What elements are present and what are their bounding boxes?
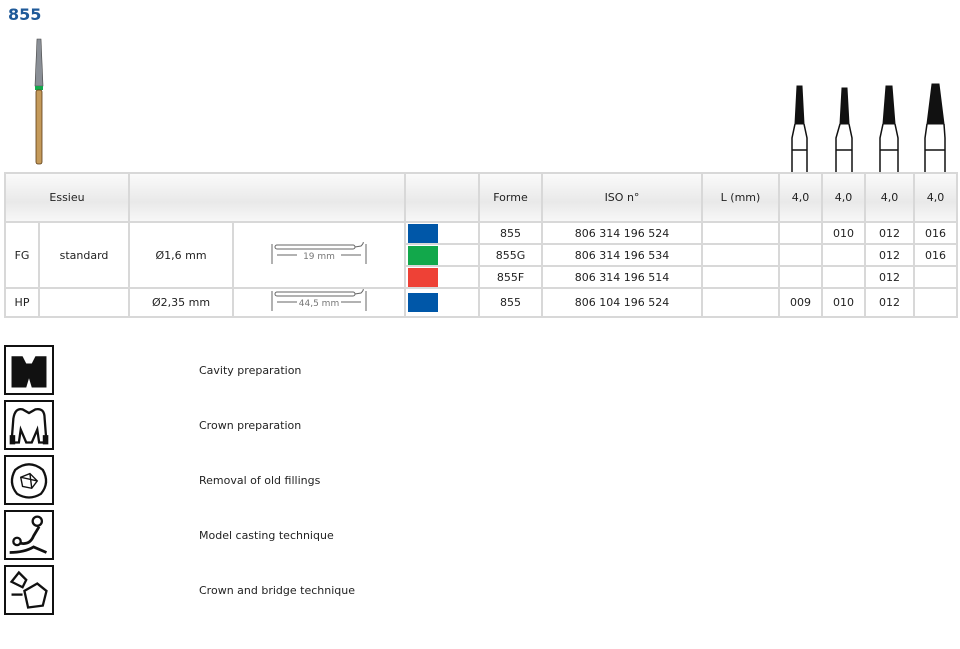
crown-bridge-icon — [4, 565, 54, 615]
shank-length-icon: 19 mm — [271, 241, 367, 264]
iso-cell: 806 104 196 524 — [541, 287, 703, 318]
length-diagram: 44,5 mm — [232, 287, 406, 318]
indication-label: Model casting technique — [199, 528, 334, 542]
header-size: 4,0 — [778, 172, 823, 223]
bur-size-shapes — [791, 83, 946, 172]
length-label: 19 mm — [303, 252, 335, 262]
color-swatch-cell — [404, 287, 480, 318]
length-cell — [701, 265, 780, 289]
forme-cell: 855F — [478, 265, 543, 289]
size-cell: 010 — [821, 221, 866, 245]
size-cell: 016 — [913, 221, 958, 245]
header-size: 4,0 — [864, 172, 915, 223]
header-blank — [128, 172, 406, 223]
size-cell: 012 — [864, 265, 915, 289]
forme-cell: 855G — [478, 243, 543, 267]
product-table: Essieu Forme ISO n° L (mm) 4,0 4,0 4,0 4… — [4, 172, 958, 318]
table-row: HP Ø2,35 mm 44,5 mm 855 806 104 196 524 009 01… — [4, 287, 958, 318]
header-color — [404, 172, 480, 223]
size-cell: 016 — [913, 243, 958, 267]
size-cell — [913, 265, 958, 289]
size-cell: 012 — [864, 243, 915, 267]
color-swatch-red — [408, 267, 438, 287]
indication-label: Removal of old fillings — [199, 473, 321, 487]
header-size: 4,0 — [821, 172, 866, 223]
header-iso: ISO n° — [541, 172, 703, 223]
bur-image — [34, 38, 44, 165]
indication-item: Model casting technique — [4, 510, 334, 560]
size-cell: 012 — [864, 221, 915, 245]
indication-item: Removal of old fillings — [4, 455, 320, 505]
size-cell: 009 — [778, 287, 823, 318]
shank-cell: HP — [4, 287, 40, 318]
header-essieu: Essieu — [4, 172, 130, 223]
color-swatch-cell — [404, 243, 480, 267]
cavity-preparation-icon — [4, 345, 54, 395]
forme-cell: 855 — [478, 221, 543, 245]
indication-item: Crown and bridge technique — [4, 565, 355, 615]
header-size: 4,0 — [913, 172, 958, 223]
color-swatch-blue — [408, 293, 438, 312]
size-cell: 010 — [821, 287, 866, 318]
crown-preparation-icon — [4, 400, 54, 450]
indication-label: Crown preparation — [199, 418, 302, 432]
shank-cell: FG — [4, 221, 40, 289]
color-swatch-cell — [404, 221, 480, 245]
iso-cell: 806 314 196 534 — [541, 243, 703, 267]
table-row: FG standard Ø1,6 mm 19 mm 855 806 314 196 524… — [4, 221, 958, 289]
size-cell — [778, 243, 823, 267]
shank-length-icon: 44,5 mm — [271, 288, 367, 311]
filling-removal-icon — [4, 455, 54, 505]
size-cell — [778, 265, 823, 289]
color-swatch-green — [408, 245, 438, 265]
header-forme: Forme — [478, 172, 543, 223]
type-cell: standard — [38, 221, 130, 289]
length-cell — [701, 243, 780, 267]
indication-item: Crown preparation — [4, 400, 301, 450]
diameter-cell: Ø2,35 mm — [128, 287, 234, 318]
size-cell — [913, 287, 958, 318]
color-swatch-blue — [408, 223, 438, 243]
table-header: Essieu Forme ISO n° L (mm) 4,0 4,0 4,0 4… — [4, 172, 958, 223]
length-cell — [701, 221, 780, 245]
iso-cell: 806 314 196 514 — [541, 265, 703, 289]
header-length: L (mm) — [701, 172, 780, 223]
size-cell: 012 — [864, 287, 915, 318]
product-title: 855 — [8, 5, 42, 24]
table-row: 855F 806 314 196 514 012 — [5, 265, 958, 289]
forme-cell: 855 — [478, 287, 543, 318]
diameter-cell: Ø1,6 mm — [128, 221, 234, 289]
size-cell — [778, 221, 823, 245]
type-cell — [38, 287, 130, 318]
indication-label: Crown and bridge technique — [199, 583, 355, 597]
indication-item: Cavity preparation — [4, 345, 301, 395]
size-cell — [821, 243, 866, 267]
color-swatch-cell — [404, 265, 480, 289]
size-cell — [821, 265, 866, 289]
iso-cell: 806 314 196 524 — [541, 221, 703, 245]
indication-label: Cavity preparation — [199, 363, 302, 377]
length-cell — [701, 287, 780, 318]
table-row: 855G 806 314 196 534 012 016 — [5, 243, 958, 267]
length-diagram: 19 mm — [232, 221, 406, 289]
length-label: 44,5 mm — [299, 299, 339, 309]
model-casting-icon — [4, 510, 54, 560]
